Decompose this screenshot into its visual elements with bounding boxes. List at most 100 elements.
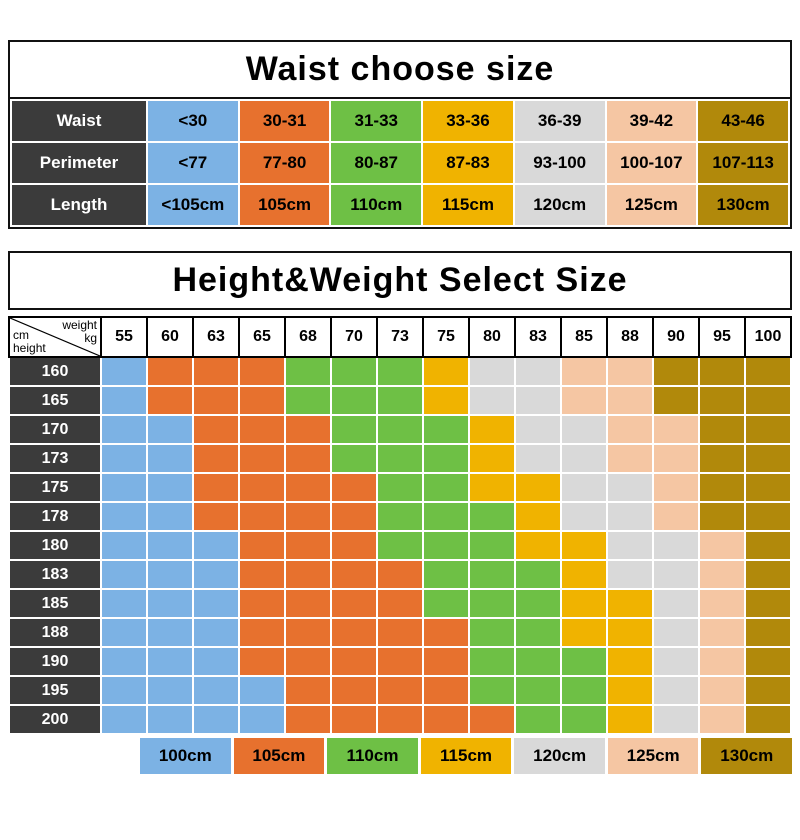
height-header-cell: 183 (8, 559, 102, 590)
matrix-cell (376, 501, 424, 532)
matrix-cell (744, 675, 792, 706)
matrix-cell (238, 588, 286, 619)
matrix-cell (698, 617, 746, 648)
row-label-cell: Waist (10, 99, 148, 143)
legend-cell: 115cm (420, 738, 512, 774)
matrix-cell (376, 646, 424, 677)
matrix-cell (698, 704, 746, 735)
matrix-cell (744, 443, 792, 474)
matrix-cell (698, 559, 746, 590)
matrix-cell (468, 472, 516, 503)
matrix-cell (606, 617, 654, 648)
waist-size-cell: 107-113 (696, 141, 790, 185)
matrix-cell (284, 501, 332, 532)
matrix-cell (100, 501, 148, 532)
matrix-cell (422, 443, 470, 474)
matrix-cell (284, 414, 332, 445)
matrix-cell (744, 704, 792, 735)
matrix-cell (376, 385, 424, 416)
waist-size-cell: 31-33 (329, 99, 424, 143)
matrix-row: 180 (8, 530, 792, 561)
matrix-body: 160 165 170 173 175 178 180 183 185 188 190 195 200 (8, 356, 792, 735)
waist-size-cell: 110cm (329, 183, 424, 227)
weight-header-cell: 83 (514, 316, 562, 358)
matrix-cell (330, 530, 378, 561)
matrix-cell (146, 472, 194, 503)
matrix-cell (744, 646, 792, 677)
matrix-cell (146, 588, 194, 619)
matrix-cell (698, 356, 746, 387)
corner-height-label: cm height (13, 327, 46, 355)
matrix-cell (238, 414, 286, 445)
matrix-cell (100, 704, 148, 735)
matrix-cell (514, 385, 562, 416)
matrix-cell (146, 501, 194, 532)
matrix-cell (560, 704, 608, 735)
matrix-cell (606, 530, 654, 561)
matrix-cell (100, 385, 148, 416)
weight-header-cell: 85 (560, 316, 608, 358)
matrix-cell (100, 588, 148, 619)
matrix-cell (468, 443, 516, 474)
matrix-cell (514, 414, 562, 445)
waist-table-title: Waist choose size (10, 42, 790, 99)
matrix-cell (146, 356, 194, 387)
matrix-cell (238, 443, 286, 474)
matrix-cell (560, 675, 608, 706)
matrix-cell (284, 356, 332, 387)
weight-header-cell: 68 (284, 316, 332, 358)
matrix-cell (330, 559, 378, 590)
matrix-cell (560, 385, 608, 416)
matrix-cell (606, 385, 654, 416)
height-header-cell: 185 (8, 588, 102, 619)
matrix-cell (744, 356, 792, 387)
waist-size-cell: 130cm (696, 183, 790, 227)
matrix-cell (146, 559, 194, 590)
waist-size-cell: 30-31 (237, 99, 332, 143)
matrix-cell (238, 385, 286, 416)
waist-size-cell: <105cm (146, 183, 240, 227)
weight-header-cell: 63 (192, 316, 240, 358)
matrix-cell (284, 588, 332, 619)
matrix-cell (698, 675, 746, 706)
weight-header-cell: 55 (100, 316, 148, 358)
matrix-cell (376, 559, 424, 590)
waist-size-cell: 125cm (604, 183, 699, 227)
matrix-cell (514, 530, 562, 561)
matrix-cell (514, 675, 562, 706)
matrix-cell (652, 675, 700, 706)
matrix-cell (468, 559, 516, 590)
matrix-cell (560, 646, 608, 677)
matrix-row: 195 (8, 675, 792, 706)
matrix-cell (100, 559, 148, 590)
matrix-cell (192, 414, 240, 445)
matrix-cell (192, 530, 240, 561)
height-header-cell: 178 (8, 501, 102, 532)
matrix-cell (560, 501, 608, 532)
matrix-cell (422, 646, 470, 677)
matrix-cell (744, 501, 792, 532)
matrix-cell (652, 472, 700, 503)
matrix-cell (560, 472, 608, 503)
matrix-cell (376, 472, 424, 503)
matrix-cell (744, 617, 792, 648)
waist-size-cell: <30 (146, 99, 240, 143)
matrix-cell (100, 646, 148, 677)
matrix-cell (330, 356, 378, 387)
matrix-cell (606, 356, 654, 387)
matrix-cell (652, 617, 700, 648)
waist-size-cell: 120cm (512, 183, 607, 227)
matrix-cell (376, 356, 424, 387)
matrix-cell (100, 356, 148, 387)
height-header-cell: 175 (8, 472, 102, 503)
matrix-cell (468, 704, 516, 735)
height-header-cell: 188 (8, 617, 102, 648)
height-header-cell: 200 (8, 704, 102, 735)
matrix-cell (606, 443, 654, 474)
size-chart-page: { "colors": { "blue": "#7cb2e4", "orange… (0, 40, 800, 840)
matrix-cell (468, 414, 516, 445)
size-legend: 100cm 105cm 110cm 115cm 120cm 125cm 130cm (140, 738, 793, 774)
weight-header-cell: 65 (238, 316, 286, 358)
matrix-cell (606, 704, 654, 735)
matrix-cell (100, 675, 148, 706)
